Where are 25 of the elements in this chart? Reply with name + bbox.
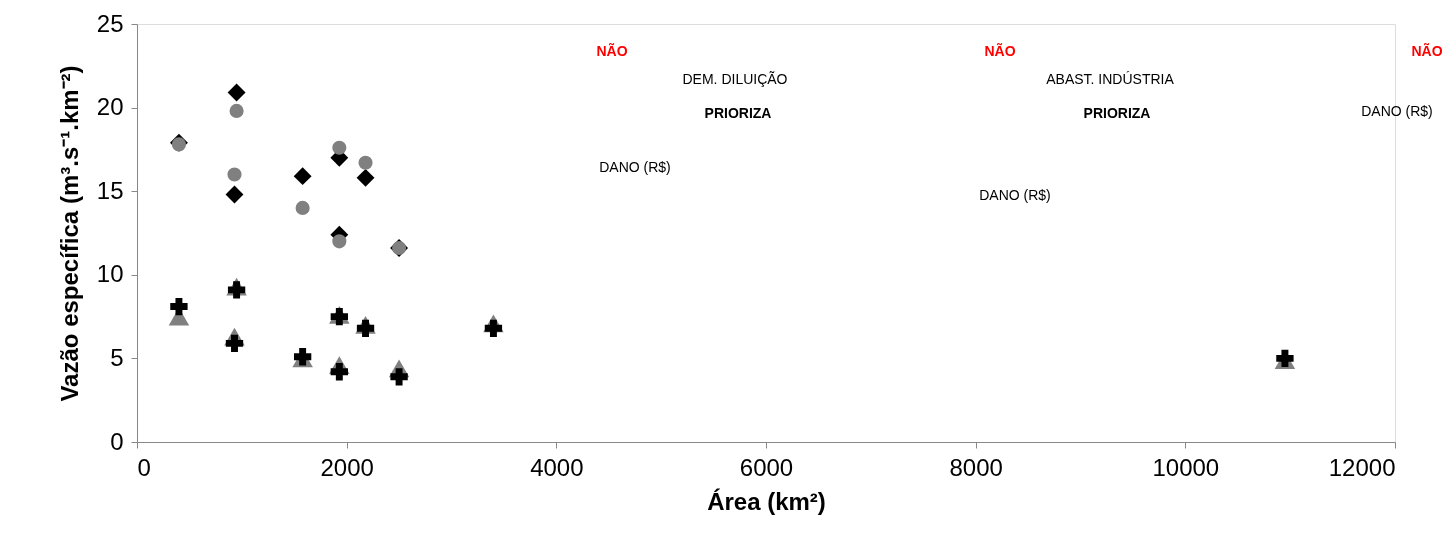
- annotation: ABAST. INDÚSTRIA: [1046, 71, 1175, 87]
- x-tick-label: 0: [137, 453, 151, 481]
- y-tick-label: 20: [96, 93, 124, 121]
- y-tick-label: 0: [110, 427, 124, 455]
- annotation: DANO (R$): [599, 159, 671, 175]
- annotation: NÃO: [984, 42, 1016, 59]
- x-tick-label: 12000: [1328, 453, 1396, 481]
- annotation: PRIORIZA: [1083, 105, 1151, 121]
- annotation: DEM. DILUIÇÃO: [682, 71, 788, 87]
- text: NÃO: [1411, 42, 1443, 59]
- annotation: DANO (R$): [1361, 103, 1433, 119]
- x-tick-label: 10000: [1152, 453, 1220, 481]
- y-axis-title: Vazão específica (m³.s⁻¹.km⁻²): [55, 65, 83, 402]
- y-tick-label: 5: [110, 343, 124, 371]
- annotation: DANO (R$): [979, 187, 1051, 203]
- y-tick-label: 15: [96, 176, 124, 204]
- y-tick-label: 25: [96, 9, 124, 37]
- x-axis-title: Área (km²): [707, 487, 826, 515]
- x-tick-label: 8000: [949, 453, 1003, 481]
- x-tick-label: 6000: [739, 453, 794, 481]
- x-tick-label: 4000: [530, 453, 584, 481]
- annotation: NÃO: [596, 42, 628, 59]
- y-tick-label: 10: [96, 260, 124, 288]
- x-tick-label: 2000: [320, 453, 374, 481]
- annotation: PRIORIZA: [704, 105, 772, 121]
